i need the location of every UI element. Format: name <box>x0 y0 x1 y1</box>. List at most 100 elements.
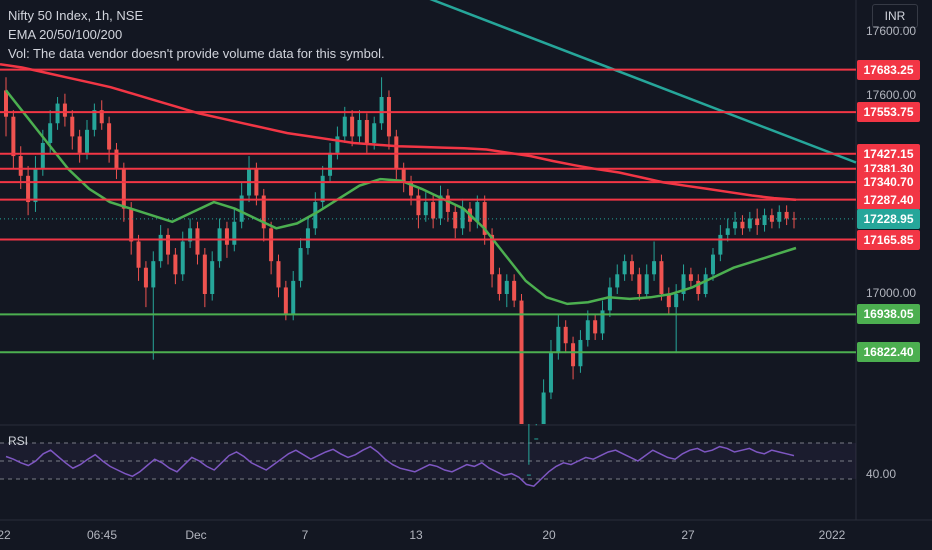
candle-body <box>121 169 126 209</box>
candle-body <box>600 310 605 334</box>
candle-body <box>755 218 760 226</box>
candle-body <box>416 195 421 216</box>
candle-body <box>173 254 178 275</box>
time-axis-tick: Dec <box>185 528 207 542</box>
time-axis-tick: 20 <box>542 528 556 542</box>
candle-body <box>188 228 193 242</box>
price-axis-tick: 17600.00 <box>866 24 917 38</box>
candle-body <box>784 211 789 219</box>
rsi-legend[interactable]: RSI <box>8 434 29 448</box>
horizontal-levels <box>0 68 856 354</box>
candle-body <box>180 241 185 275</box>
candle-body <box>659 261 664 294</box>
candle-body <box>556 326 561 354</box>
candle-body <box>364 119 369 143</box>
candle-body <box>77 136 82 153</box>
price-level-label: 17165.85 <box>857 229 920 250</box>
candle-body <box>166 234 171 255</box>
candle-body <box>504 280 509 294</box>
candle-body <box>431 202 436 219</box>
candle-body <box>534 438 539 440</box>
price-level-label: 16822.40 <box>857 342 920 363</box>
candle-body <box>512 280 517 301</box>
candle-body <box>85 129 90 153</box>
candle-body <box>217 228 222 262</box>
price-axis-tick: 17600.00 <box>866 88 917 102</box>
candle-body <box>202 254 207 294</box>
candle-body <box>320 175 325 203</box>
candle-body <box>11 116 16 157</box>
chart-legend: Nifty 50 Index, 1h, NSE EMA 20/50/100/20… <box>8 6 385 63</box>
price-level-label: 17683.25 <box>857 59 920 80</box>
candle-body <box>607 287 612 311</box>
candle-body <box>298 248 303 281</box>
candle-body <box>718 234 723 255</box>
candle-body <box>276 261 281 288</box>
price-level-label: 17340.70 <box>857 172 920 193</box>
candle-body <box>40 142 45 170</box>
candle-body <box>548 353 553 393</box>
candle-body <box>62 103 67 117</box>
candle-body <box>519 300 524 424</box>
candle-body <box>585 320 590 340</box>
time-axis-tick: 2022 <box>818 528 846 542</box>
candle-body <box>593 320 598 334</box>
price-level-label: 17287.40 <box>857 189 920 210</box>
candle-body <box>490 234 495 275</box>
candle-body <box>48 123 53 143</box>
candle-body <box>666 294 671 308</box>
candle-body <box>18 156 23 176</box>
candle-body <box>629 261 634 275</box>
candle-body <box>33 169 38 203</box>
candle-body <box>232 221 237 245</box>
candle-body <box>4 90 8 117</box>
candle-body <box>261 195 266 229</box>
candle-body <box>541 392 546 424</box>
candle-body <box>136 241 141 268</box>
candle-body <box>239 195 244 222</box>
candle-body <box>195 228 200 255</box>
candle-body <box>70 116 75 137</box>
candle-body <box>460 208 465 229</box>
candle-body <box>475 202 480 222</box>
candle-body <box>637 274 642 294</box>
legend-volume: Vol: The data vendor doesn't provide vol… <box>8 46 385 61</box>
time-axis-tick: 22 <box>0 528 11 542</box>
currency-button[interactable]: INR <box>872 4 918 28</box>
time-axis-tick: 06:45 <box>86 528 118 542</box>
candle-body <box>710 254 715 275</box>
candle-body <box>733 221 738 229</box>
candle-body <box>151 261 156 288</box>
candle-body <box>681 274 686 294</box>
candle-body <box>328 152 333 176</box>
candle-body <box>769 215 774 222</box>
candle-body <box>688 274 693 281</box>
candle-body <box>26 175 31 203</box>
candle-body <box>114 149 119 170</box>
candle-body <box>305 228 310 249</box>
candle-body <box>372 123 377 143</box>
candle-body <box>652 261 657 275</box>
candle-body <box>740 221 745 229</box>
legend-symbol[interactable]: Nifty 50 Index, 1h, NSE <box>8 8 144 23</box>
candle-body <box>725 228 730 235</box>
candle-body <box>792 218 796 220</box>
candle-body <box>703 274 708 294</box>
price-axis-tick: 17000.00 <box>866 286 917 300</box>
candle-body <box>357 119 362 137</box>
time-axis-tick: 13 <box>409 528 423 542</box>
chart-grid <box>0 0 932 521</box>
legend-ema[interactable]: EMA 20/50/100/200 <box>8 27 123 42</box>
candle-body <box>107 123 112 150</box>
candle-body <box>622 261 627 275</box>
candle-body <box>445 195 450 212</box>
candle-body <box>674 294 679 308</box>
candle-body <box>762 215 767 226</box>
price-level-label: 16938.05 <box>857 304 920 325</box>
price-level-label: 17553.75 <box>857 102 920 123</box>
candle-body <box>644 274 649 294</box>
candle-body <box>615 274 620 288</box>
candle-body <box>563 326 568 344</box>
candle-body <box>283 287 288 314</box>
